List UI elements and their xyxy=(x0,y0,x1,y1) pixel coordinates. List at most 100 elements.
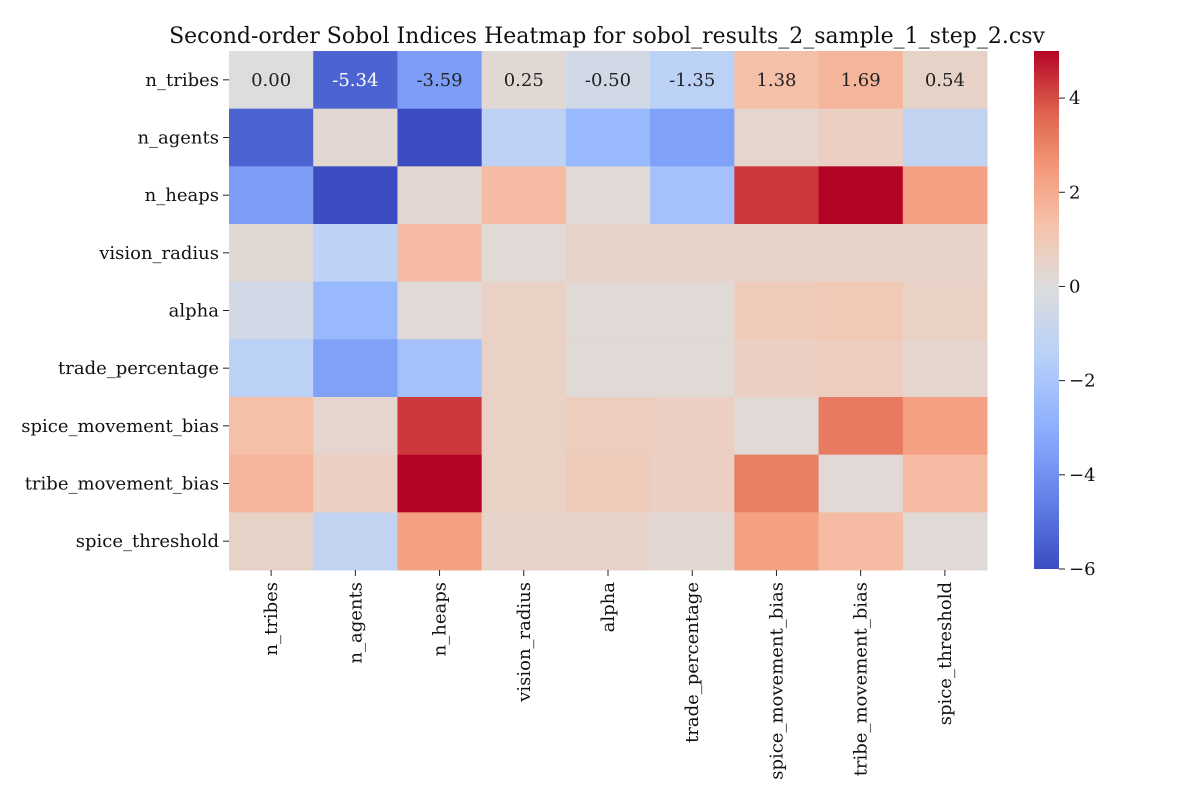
heatmap-cell xyxy=(481,281,567,340)
heatmap-cell xyxy=(481,339,567,398)
y-tick-label: n_agents xyxy=(137,128,219,149)
heatmap-annotations: 0.00 -5.34 -3.59 0.25 -0.50 -1.35 1.38 1.69 0.54 xyxy=(251,70,965,91)
heatmap-cell xyxy=(902,166,988,225)
heatmap-cell xyxy=(818,281,904,340)
heatmap-cell xyxy=(481,166,567,225)
heatmap-cell xyxy=(229,397,314,456)
cell-value-label: 0.00 xyxy=(251,70,291,91)
colorbar-tick-label: 0 xyxy=(1069,276,1080,297)
x-tick-label: n_tribes xyxy=(261,582,282,656)
heatmap-cell xyxy=(565,281,651,340)
heatmap-cell xyxy=(229,281,314,340)
colorbar-tick-label: 4 xyxy=(1069,88,1080,109)
heatmap-cell xyxy=(650,51,735,110)
heatmap-cell xyxy=(397,166,483,225)
heatmap-cell xyxy=(818,454,904,513)
heatmap-cell xyxy=(313,51,398,110)
x-tick-label: vision_radius xyxy=(514,582,535,703)
heatmap-cell xyxy=(481,51,567,110)
heatmap-cell xyxy=(902,51,988,110)
colorbar: −6 −4 −2 0 2 4 xyxy=(1034,51,1096,580)
colorbar-tick-label: −4 xyxy=(1069,465,1096,486)
heatmap-cell xyxy=(734,397,820,456)
heatmap-cell xyxy=(650,224,735,283)
y-tick-label: n_heaps xyxy=(145,185,219,206)
heatmap-cell xyxy=(313,339,398,398)
y-tick-label: tribe_movement_bias xyxy=(25,474,219,495)
heatmap-cell xyxy=(229,51,314,110)
heatmap-cell xyxy=(397,454,483,513)
x-tick-label: n_agents xyxy=(345,582,366,664)
heatmap-cell xyxy=(229,108,314,167)
x-tick-label: spice_movement_bias xyxy=(766,582,787,780)
heatmap-cell xyxy=(902,224,988,283)
heatmap-cell xyxy=(650,166,735,225)
heatmap-cell xyxy=(229,166,314,225)
heatmap-cell xyxy=(734,51,820,110)
cell-value-label: -0.50 xyxy=(585,70,631,91)
heatmap-cell xyxy=(734,339,820,398)
x-axis: n_tribes n_agents n_heaps vision_radius alph… xyxy=(261,570,956,780)
heatmap-cell xyxy=(565,339,651,398)
colorbar-tick-label: −2 xyxy=(1069,371,1096,392)
x-tick-label: tribe_movement_bias xyxy=(851,582,872,776)
heatmap-cell xyxy=(818,166,904,225)
heatmap-cell xyxy=(734,166,820,225)
heatmap-cell xyxy=(902,108,988,167)
heatmap-cell xyxy=(313,454,398,513)
heatmap-cell xyxy=(902,281,988,340)
heatmap-cell xyxy=(229,454,314,513)
heatmap-cell xyxy=(734,454,820,513)
heatmap-cell xyxy=(818,51,904,110)
heatmap-cell xyxy=(481,454,567,513)
colorbar-bar xyxy=(1034,51,1059,569)
heatmap-cell xyxy=(313,281,398,340)
heatmap-cell xyxy=(313,512,398,571)
heatmap-cell xyxy=(818,108,904,167)
heatmap-cell xyxy=(902,454,988,513)
heatmap-cell xyxy=(734,512,820,571)
heatmap-cell xyxy=(565,397,651,456)
heatmap-cell xyxy=(565,51,651,110)
heatmap-cell xyxy=(902,397,988,456)
heatmap-cell xyxy=(313,166,398,225)
cell-value-label: 0.25 xyxy=(504,70,544,91)
colorbar-ticks: −6 −4 −2 0 2 4 xyxy=(1059,88,1096,580)
y-tick-label: vision_radius xyxy=(98,243,219,264)
y-tick-label: spice_movement_bias xyxy=(21,416,219,437)
y-tick-label: trade_percentage xyxy=(58,358,219,379)
heatmap-cell xyxy=(734,224,820,283)
cell-value-label: -3.59 xyxy=(416,70,462,91)
heatmap-cell xyxy=(734,281,820,340)
heatmap-cell xyxy=(397,51,483,110)
x-tick-label: spice_threshold xyxy=(935,582,956,725)
heatmap-cell xyxy=(650,339,735,398)
heatmap-cell xyxy=(650,281,735,340)
x-tick-label: alpha xyxy=(598,582,619,633)
heatmap-cell xyxy=(902,339,988,398)
heatmap-cell xyxy=(650,512,735,571)
heatmap-cell xyxy=(397,224,483,283)
heatmap-cell xyxy=(481,108,567,167)
y-tick-label: alpha xyxy=(169,301,220,322)
y-tick-label: spice_threshold xyxy=(76,531,219,552)
y-tick-label: n_tribes xyxy=(145,70,219,91)
heatmap-cell xyxy=(734,108,820,167)
heatmap-cell xyxy=(650,454,735,513)
heatmap-cell xyxy=(229,339,314,398)
colorbar-tick-label: −6 xyxy=(1069,559,1096,580)
cell-value-label: -5.34 xyxy=(332,70,378,91)
heatmap-cell xyxy=(902,512,988,571)
colorbar-tick-label: 2 xyxy=(1069,182,1080,203)
y-axis: n_tribes n_agents n_heaps vision_radiusalph… xyxy=(21,70,229,552)
heatmap-cell xyxy=(481,397,567,456)
heatmap-cell xyxy=(397,108,483,167)
x-tick-label: n_heaps xyxy=(430,582,451,656)
heatmap-cell xyxy=(397,281,483,340)
heatmap-cell xyxy=(565,224,651,283)
heatmap-cell xyxy=(565,454,651,513)
heatmap-cell xyxy=(313,397,398,456)
heatmap-cell xyxy=(565,512,651,571)
heatmap-cell xyxy=(481,512,567,571)
